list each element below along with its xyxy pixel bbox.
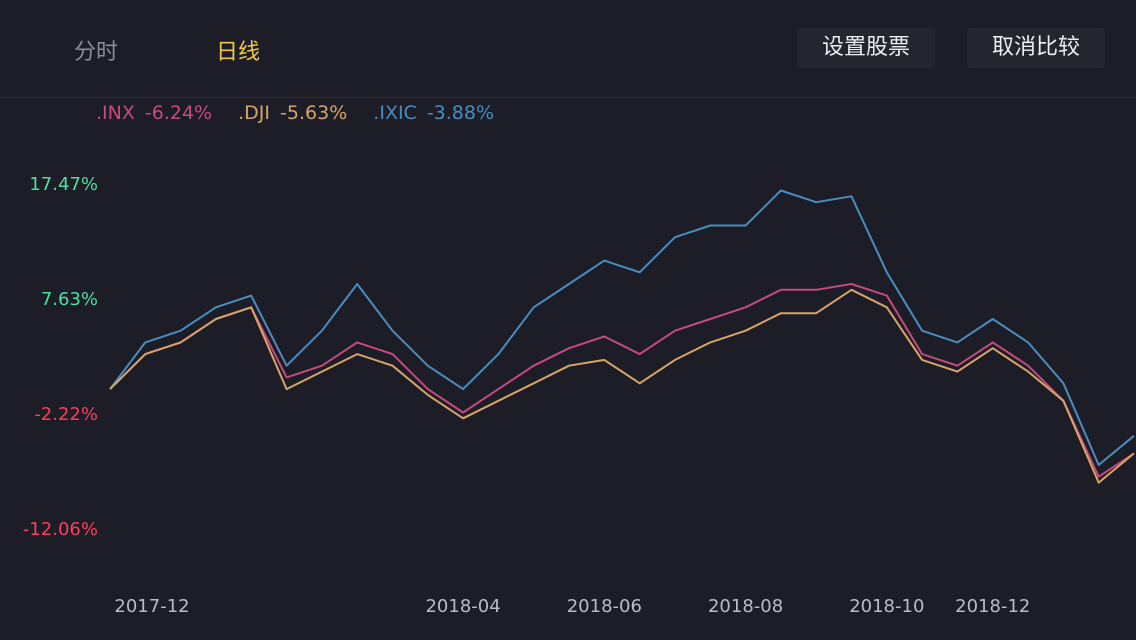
series-line-inx [109,283,1135,478]
legend-inx-symbol: .INX [96,102,135,124]
legend-dji: .DJI -5.63% [238,102,363,124]
series-line-dji [109,288,1135,484]
tab-daily[interactable]: 日线 [216,40,261,65]
legend-dji-symbol: .DJI [238,102,271,124]
tab-bar: 分时 日线 设置股票 取消比较 [0,0,1136,98]
legend-ixic-symbol: .IXIC [373,102,417,124]
x-tick-label: 2017-12 [114,596,190,617]
x-tick-label: 2018-10 [849,596,925,617]
legend-inx-change: -6.24% [144,102,213,124]
x-tick-label: 2018-04 [425,596,501,617]
legend-ixic: .IXIC -3.88% [373,102,504,124]
x-tick-label: 2018-08 [707,596,784,617]
y-tick-label: 7.63% [40,288,98,310]
series-line-ixic [109,189,1135,466]
legend-ixic-change: -3.88% [426,102,495,124]
legend-inx: .INX -6.24% [96,102,228,124]
x-tick-label: 2018-06 [566,596,642,617]
y-tick-label: 17.47% [29,174,98,195]
chart-legend: .INX -6.24% .DJI -5.63% .IXIC -3.88% [96,102,514,124]
y-tick-label: -12.06% [22,519,98,540]
x-tick-label: 2018-12 [955,596,1031,617]
cancel-compare-button[interactable]: 取消比较 [967,28,1105,68]
set-stock-button[interactable]: 设置股票 [797,28,935,68]
tab-intraday[interactable]: 分时 [74,40,119,65]
legend-dji-change: -5.63% [280,102,348,124]
y-tick-label: -2.22% [34,404,98,426]
